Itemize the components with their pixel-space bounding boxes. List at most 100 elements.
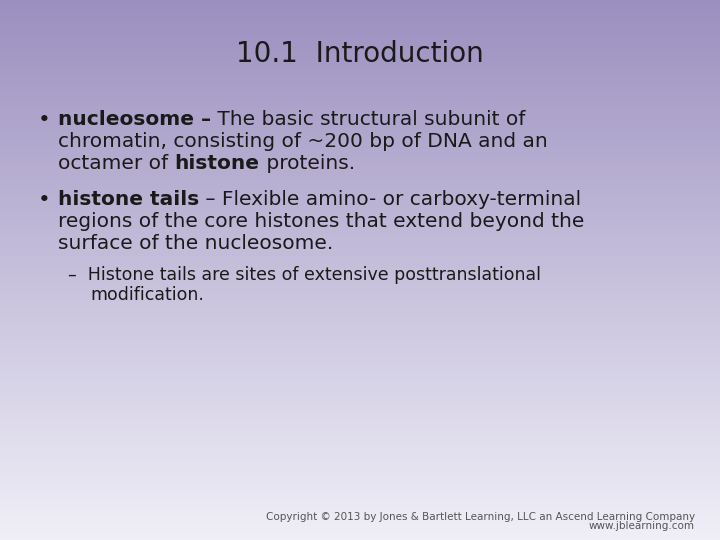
Bar — [0, 9, 720, 11]
Bar — [0, 119, 720, 120]
Bar — [0, 11, 720, 12]
Bar — [0, 22, 720, 23]
Bar — [0, 495, 720, 497]
Bar — [0, 358, 720, 360]
Bar — [0, 265, 720, 266]
Bar — [0, 238, 720, 239]
Bar — [0, 270, 720, 272]
Bar — [0, 211, 720, 212]
Bar — [0, 27, 720, 29]
Bar — [0, 274, 720, 275]
Bar — [0, 128, 720, 130]
Bar — [0, 313, 720, 315]
Bar — [0, 277, 720, 279]
Bar — [0, 428, 720, 430]
Bar — [0, 108, 720, 110]
Bar — [0, 387, 720, 389]
Bar — [0, 515, 720, 517]
Bar — [0, 16, 720, 18]
Bar — [0, 378, 720, 380]
Bar — [0, 324, 720, 326]
Bar — [0, 74, 720, 76]
Bar — [0, 475, 720, 477]
Bar — [0, 135, 720, 137]
Bar — [0, 31, 720, 32]
Bar — [0, 304, 720, 306]
Bar — [0, 309, 720, 312]
Bar — [0, 85, 720, 86]
Bar — [0, 25, 720, 27]
Bar — [0, 484, 720, 486]
Bar — [0, 123, 720, 124]
Bar — [0, 193, 720, 194]
Bar — [0, 0, 720, 2]
Bar — [0, 247, 720, 248]
Bar — [0, 92, 720, 93]
Bar — [0, 454, 720, 455]
Bar — [0, 455, 720, 457]
Bar — [0, 155, 720, 157]
Bar — [0, 50, 720, 52]
Bar — [0, 367, 720, 369]
Bar — [0, 130, 720, 131]
Bar — [0, 268, 720, 270]
Bar — [0, 59, 720, 61]
Bar — [0, 468, 720, 470]
Bar — [0, 439, 720, 441]
Bar — [0, 12, 720, 15]
Bar — [0, 4, 720, 5]
Bar — [0, 288, 720, 290]
Bar — [0, 410, 720, 412]
Bar — [0, 394, 720, 396]
Bar — [0, 58, 720, 59]
Bar — [0, 281, 720, 282]
Bar — [0, 204, 720, 205]
Bar — [0, 232, 720, 234]
Bar — [0, 150, 720, 151]
Bar — [0, 342, 720, 344]
Bar — [0, 70, 720, 72]
Text: 10.1  Introduction: 10.1 Introduction — [236, 40, 484, 68]
Bar — [0, 525, 720, 528]
Bar — [0, 146, 720, 147]
Bar — [0, 124, 720, 126]
Bar — [0, 355, 720, 356]
Bar — [0, 194, 720, 196]
Bar — [0, 103, 720, 104]
Bar — [0, 144, 720, 146]
Bar — [0, 306, 720, 308]
Text: – Flexible amino- or carboxy-terminal: – Flexible amino- or carboxy-terminal — [199, 190, 581, 209]
Bar — [0, 96, 720, 97]
Bar — [0, 409, 720, 410]
Bar — [0, 340, 720, 342]
Bar — [0, 518, 720, 520]
Bar — [0, 137, 720, 139]
Bar — [0, 517, 720, 518]
Bar — [0, 295, 720, 297]
Bar — [0, 76, 720, 77]
Bar — [0, 538, 720, 540]
Bar — [0, 133, 720, 135]
Bar — [0, 66, 720, 69]
Bar — [0, 112, 720, 113]
Bar — [0, 452, 720, 454]
Bar — [0, 528, 720, 529]
Bar — [0, 180, 720, 182]
Bar — [0, 185, 720, 187]
Bar — [0, 417, 720, 420]
Bar — [0, 23, 720, 25]
Bar — [0, 104, 720, 106]
Bar — [0, 218, 720, 220]
Bar — [0, 529, 720, 531]
Bar — [0, 272, 720, 274]
Bar — [0, 258, 720, 259]
Bar — [0, 263, 720, 265]
Bar — [0, 209, 720, 211]
Text: •: • — [38, 110, 50, 130]
Text: Copyright © 2013 by Jones & Bartlett Learning, LLC an Ascend Learning Company: Copyright © 2013 by Jones & Bartlett Lea… — [266, 512, 695, 522]
Bar — [0, 160, 720, 162]
Bar — [0, 353, 720, 355]
Bar — [0, 508, 720, 509]
Bar — [0, 139, 720, 140]
Bar — [0, 471, 720, 474]
